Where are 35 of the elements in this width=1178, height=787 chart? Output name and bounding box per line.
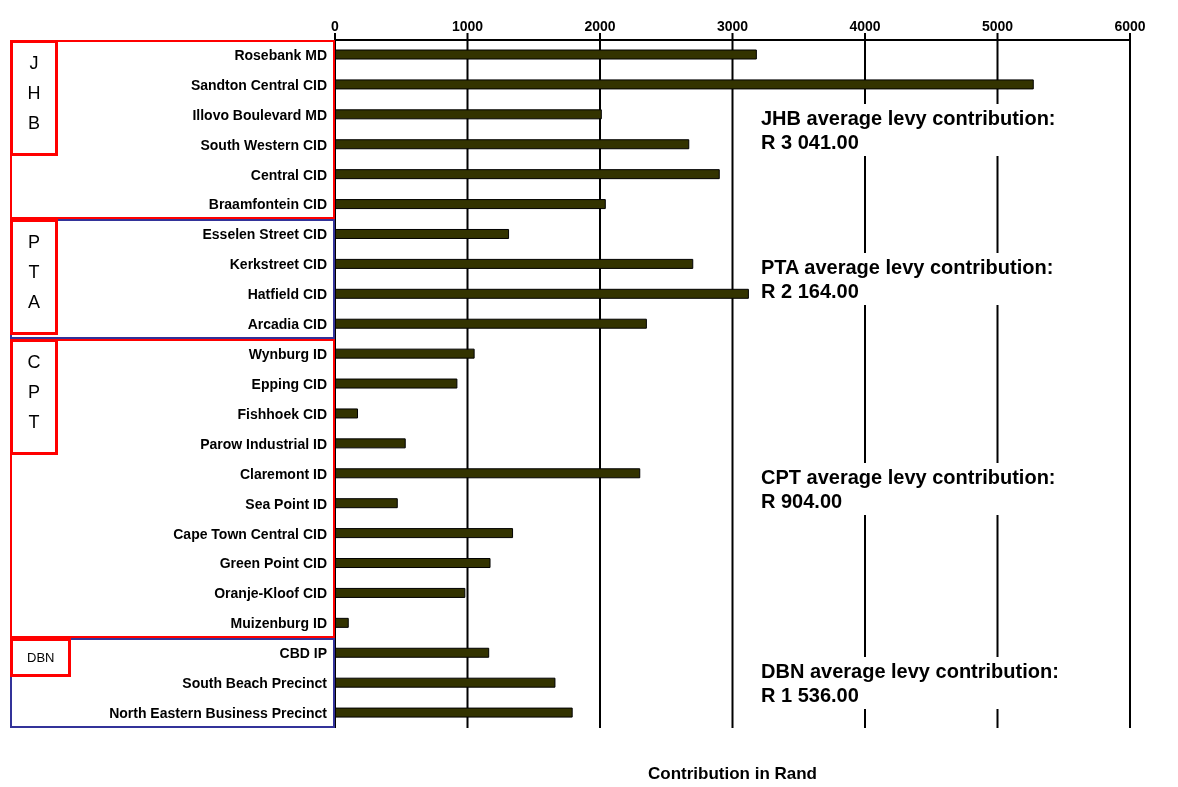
x-tick-label: 3000 <box>716 18 749 34</box>
annotation: DBN average levy contribution: R 1 536.00 <box>757 657 1063 710</box>
y-tick-label: Esselen Street CID <box>202 226 327 243</box>
y-tick-label: Sandton Central CID <box>190 76 327 93</box>
y-tick-label: Braamfontein CID <box>208 196 327 213</box>
x-tick-label: 5000 <box>981 18 1014 34</box>
y-tick-label: Sea Point ID <box>245 495 327 512</box>
y-tick-label: South Beach Precinct <box>182 675 328 692</box>
annotation: JHB average levy contribution: R 3 041.00 <box>757 103 1060 156</box>
y-tick-label: CBD IP <box>279 645 327 662</box>
y-tick-label: Cape Town Central CID <box>173 525 327 542</box>
annotation: PTA average levy contribution: R 2 164.00 <box>757 253 1058 306</box>
y-tick-label: Claremont ID <box>239 465 327 482</box>
y-tick-label: Fishhoek CID <box>237 405 327 422</box>
y-tick-label: North Eastern Business Precinct <box>109 705 328 722</box>
y-tick-label: Parow Industrial ID <box>200 435 327 452</box>
y-tick-label: Illovo Boulevard MD <box>192 106 327 123</box>
y-tick-label: Epping CID <box>251 375 327 392</box>
y-tick-label: Central CID <box>250 166 327 183</box>
x-tick-label: 1000 <box>451 18 484 34</box>
y-tick-label: Muizenburg ID <box>230 615 327 632</box>
x-tick-label: 4000 <box>849 18 881 34</box>
y-tick-label: Wynburg ID <box>248 346 327 363</box>
x-axis-title: Contribution in Rand <box>647 764 818 784</box>
y-tick-label: Oranje-Kloof CID <box>214 585 327 602</box>
x-tick-label: 0 <box>331 18 340 34</box>
y-tick-label: Green Point CID <box>219 555 327 572</box>
x-tick-label: 2000 <box>584 18 616 34</box>
annotation: CPT average levy contribution: R 904.00 <box>757 462 1060 515</box>
y-tick-label: Arcadia CID <box>247 316 327 333</box>
y-tick-label: Kerkstreet CID <box>229 256 327 273</box>
y-tick-label: Rosebank MD <box>234 46 327 63</box>
x-tick-label: 6000 <box>1114 18 1146 34</box>
y-tick-label: Hatfield CID <box>247 286 327 303</box>
y-tick-label: South Western CID <box>200 136 327 153</box>
